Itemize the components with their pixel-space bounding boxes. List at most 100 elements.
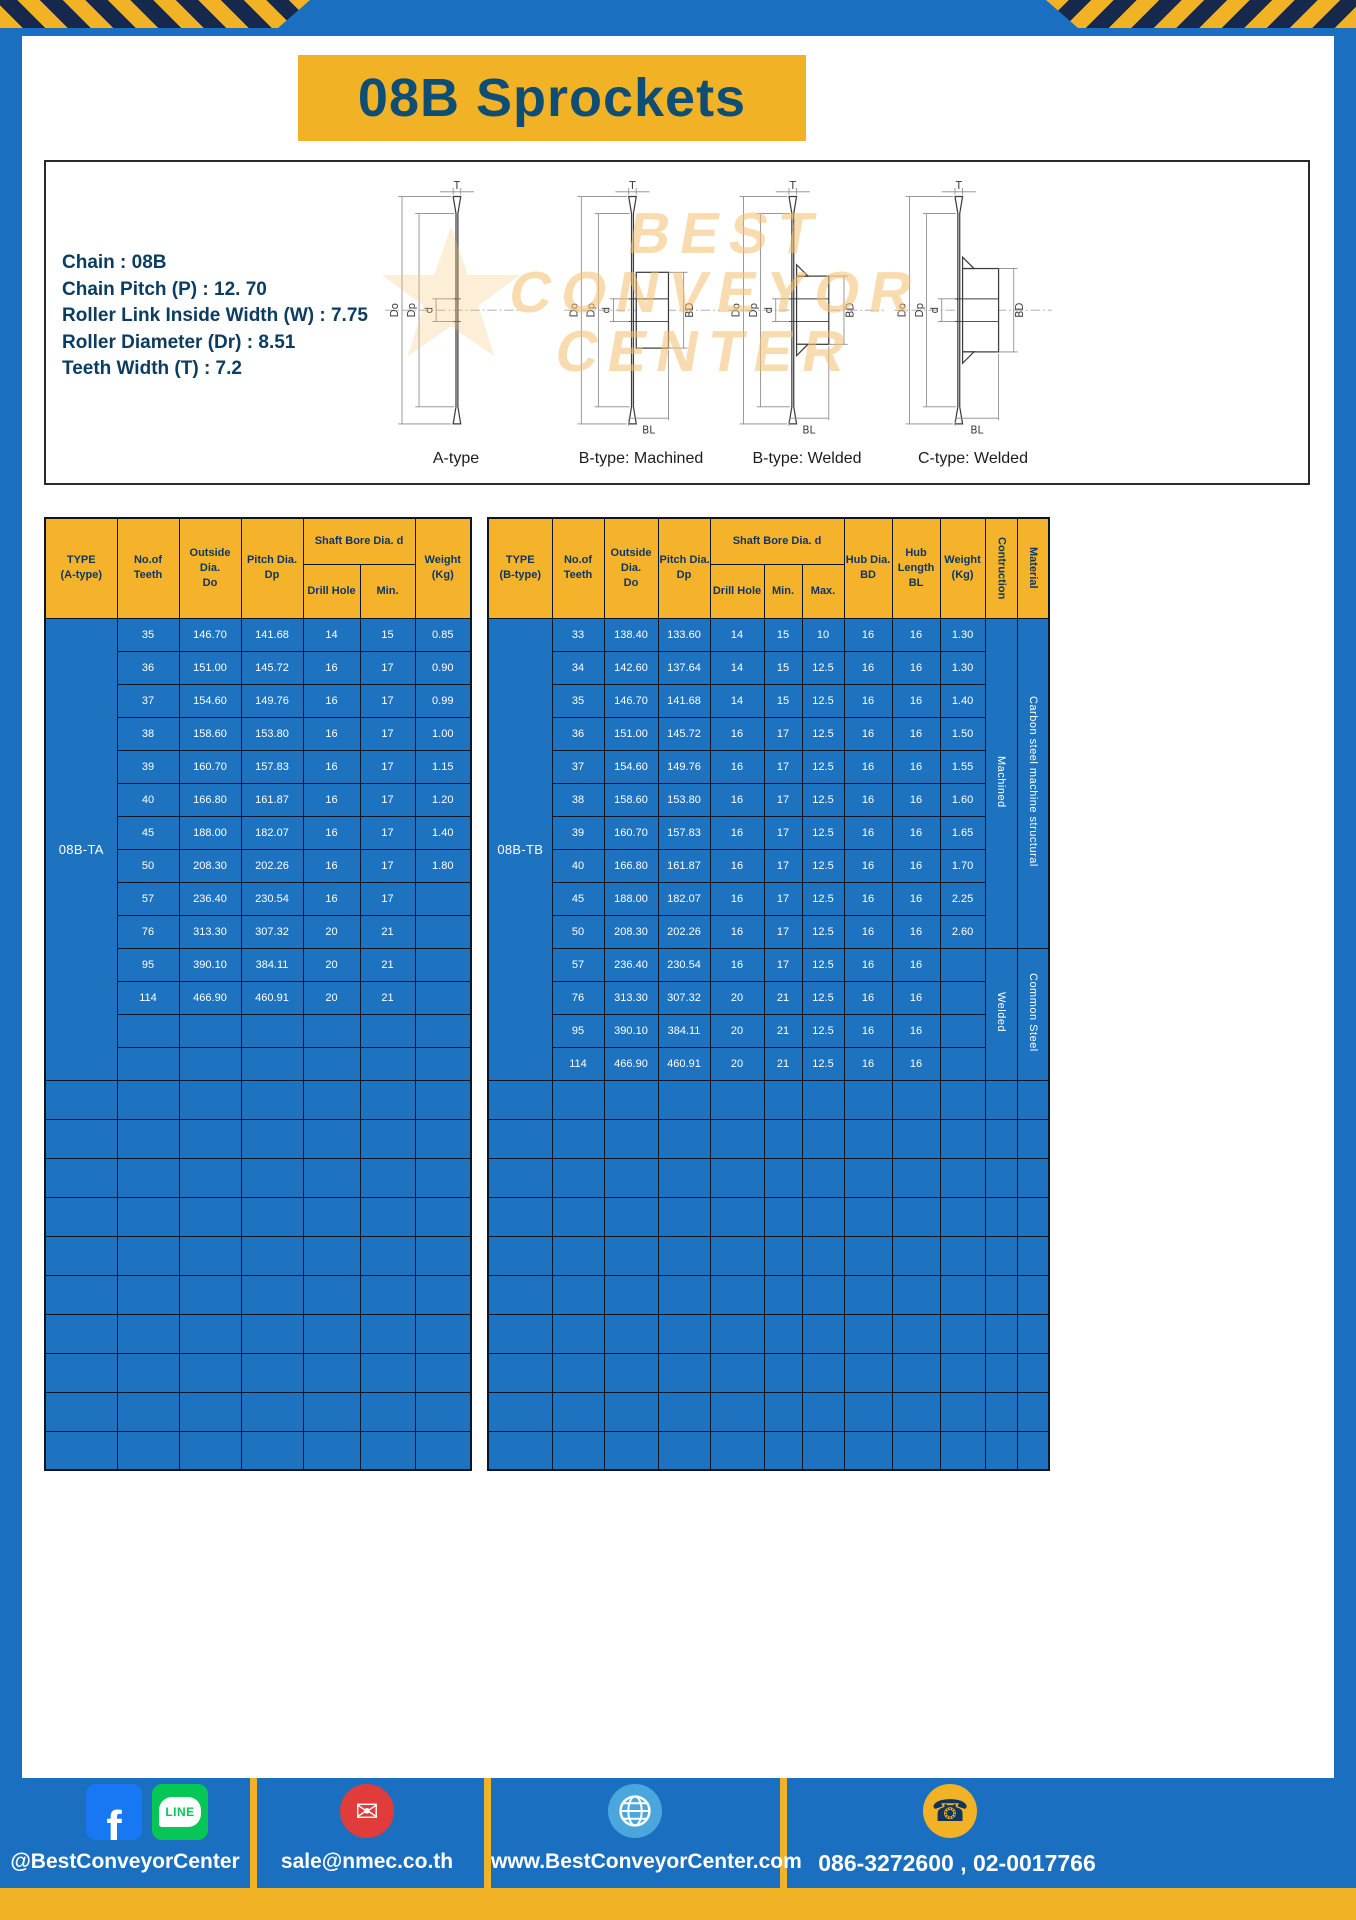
cell: 12.5: [801, 650, 845, 685]
cell: [178, 1013, 242, 1048]
cell: 1.65: [939, 815, 986, 850]
cell: 35: [551, 683, 605, 718]
cell: [939, 1352, 986, 1393]
cell: [178, 1196, 242, 1237]
cell: [657, 1352, 711, 1393]
website-link[interactable]: www.BestConveyorCenter.com: [491, 1850, 802, 1873]
empty-table-row: [44, 1352, 472, 1393]
empty-table-row: [487, 1352, 1050, 1393]
table-a: TYPE (A-type) No.of Teeth Outside Dia. Do Pitch…: [44, 517, 472, 1471]
cell: [178, 1274, 242, 1315]
cell: [116, 1274, 180, 1315]
table-row: 37 154.60 149.76 16 17 0.99: [45, 683, 472, 718]
cell: [984, 1391, 1018, 1432]
cell: [551, 1079, 605, 1120]
cell: 17: [359, 650, 416, 685]
cell: 16: [891, 947, 941, 982]
cell: [657, 1391, 711, 1432]
cell: [891, 1118, 941, 1159]
mail-icon[interactable]: ✉: [340, 1784, 394, 1838]
cell: [178, 1046, 242, 1081]
cell: 16: [843, 980, 893, 1015]
empty-table-row: [44, 1235, 472, 1276]
table-row: 76 313.30 307.32 20 21: [45, 914, 472, 949]
email-link[interactable]: sale@nmec.co.th: [280, 1850, 454, 1873]
cell: [984, 1352, 1018, 1393]
cell: 2.25: [939, 881, 986, 916]
sprocket-b-machined-drawing: T Do Dp d BD BL: [564, 180, 720, 436]
cell: [1016, 1430, 1050, 1471]
diagram-a-type: T Do Dp d A-type: [361, 178, 551, 468]
dim-bd-label: BD: [684, 303, 696, 318]
cell: 384.11: [657, 1013, 711, 1048]
cell: [302, 1352, 361, 1393]
table-row: 95 390.10 384.11 20 21: [45, 947, 472, 982]
header-row: Drill Hole Min.: [45, 563, 471, 619]
cell: 307.32: [240, 914, 304, 949]
cell: 16: [709, 815, 765, 850]
cell: [1016, 1313, 1050, 1354]
cell: [116, 1430, 180, 1471]
cell: 16: [302, 782, 361, 817]
cell: 161.87: [657, 848, 711, 883]
table-row: 45 188.00 182.07 16 17 1.40: [45, 815, 472, 850]
cell: [709, 1430, 765, 1471]
cell: [603, 1196, 659, 1237]
cell: [843, 1235, 893, 1276]
cell: 1.80: [414, 848, 472, 883]
cell: [302, 1013, 361, 1048]
cell: [709, 1352, 765, 1393]
cell: [116, 1079, 180, 1120]
cell: [359, 1196, 416, 1237]
cell: 188.00: [178, 815, 242, 850]
cell: 313.30: [178, 914, 242, 949]
cell: [1016, 1196, 1050, 1237]
cell: 16: [843, 1046, 893, 1081]
header-weight: Weight (Kg): [414, 517, 472, 619]
cell: [801, 1352, 845, 1393]
cell: [603, 1274, 659, 1315]
table-row: 95 390.10 384.11 20 21 12.5 16 16: [488, 1013, 1049, 1048]
cell: [414, 1391, 472, 1432]
cell: [984, 1157, 1018, 1198]
cell: 17: [763, 782, 803, 817]
cell: [359, 1118, 416, 1159]
cell: 133.60: [657, 617, 711, 652]
cell: [891, 1274, 941, 1315]
cell: [414, 1013, 472, 1048]
cell: 1.00: [414, 716, 472, 751]
cell: 16: [843, 782, 893, 817]
cell: 0.99: [414, 683, 472, 718]
cell: 21: [359, 980, 416, 1015]
facebook-icon[interactable]: f: [86, 1784, 142, 1840]
cell: 50: [551, 914, 605, 949]
cell: [302, 1430, 361, 1471]
cell: [709, 1235, 765, 1276]
cell: [657, 1430, 711, 1471]
header-shaft-sub-1: Min.: [763, 563, 803, 619]
cell: 16: [302, 848, 361, 883]
cell: 35: [116, 617, 180, 652]
empty-table-row: [487, 1157, 1050, 1198]
cell: 2.60: [939, 914, 986, 949]
cell: [709, 1079, 765, 1120]
cell: [359, 1046, 416, 1081]
hazard-stripes-left: [0, 0, 310, 28]
cell: [414, 1313, 472, 1354]
cell: 16: [709, 881, 765, 916]
cell: [240, 1157, 304, 1198]
cell: 12.5: [801, 716, 845, 751]
cell: [603, 1157, 659, 1198]
empty-table-row: [487, 1274, 1050, 1315]
line-icon[interactable]: LINE: [152, 1784, 208, 1840]
spec-chain-pitch: Chain Pitch (P) : 12. 70: [62, 278, 267, 300]
cell: 16: [709, 947, 765, 982]
cell: [1016, 1391, 1050, 1432]
dim-d-label: d: [763, 307, 775, 314]
globe-icon[interactable]: [608, 1784, 662, 1838]
empty-table-row: [44, 1157, 472, 1198]
sprocket-a-type-drawing: T Do Dp d: [384, 180, 523, 425]
dim-t-label: T: [628, 180, 636, 192]
empty-table-row: [44, 1118, 472, 1159]
cell: 76: [551, 980, 605, 1015]
